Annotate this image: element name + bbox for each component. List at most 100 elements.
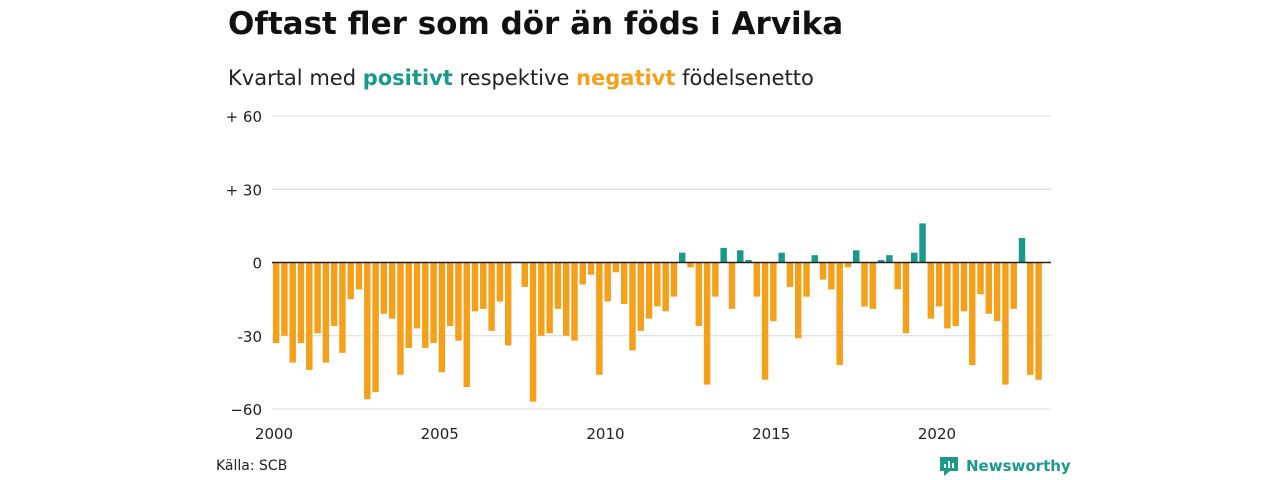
bar <box>960 262 968 312</box>
bar <box>861 262 868 307</box>
bar <box>538 262 545 336</box>
bar <box>413 262 421 329</box>
bar <box>446 262 454 326</box>
bar <box>364 262 371 400</box>
bar <box>877 260 885 263</box>
y-tick-label: + 30 <box>226 181 262 199</box>
bar <box>977 262 984 295</box>
bar <box>272 262 280 344</box>
bar <box>844 262 852 268</box>
bar <box>347 262 354 300</box>
bar <box>612 262 620 273</box>
bar <box>521 262 528 287</box>
chart-title: Oftast fler som dör än föds i Arvika <box>228 6 844 42</box>
bar <box>919 223 926 263</box>
bar <box>372 262 379 392</box>
bar <box>488 262 495 331</box>
bar <box>405 262 412 348</box>
y-tick-label: + 60 <box>226 108 262 126</box>
bar <box>604 262 611 302</box>
bar <box>355 262 363 290</box>
bar <box>554 262 562 309</box>
subtitle-negative: negativt <box>576 66 676 90</box>
bar <box>993 262 1001 322</box>
bar <box>745 260 752 263</box>
bar <box>869 262 877 309</box>
bar <box>388 262 396 319</box>
bar <box>828 262 835 290</box>
bar <box>438 262 446 373</box>
bar <box>753 262 761 297</box>
chart-subtitle: Kvartal med positivt respektive negativt… <box>228 66 814 90</box>
y-axis: + 60 + 30 0 -30 −60 <box>226 108 262 419</box>
bar <box>297 262 305 344</box>
subtitle-positive: positivt <box>362 66 453 90</box>
bar <box>480 262 487 309</box>
brand-name: Newsworthy <box>966 457 1071 475</box>
bar <box>281 262 288 336</box>
bar <box>786 262 794 287</box>
bar <box>463 262 470 388</box>
subtitle-suffix: födelsenetto <box>675 66 814 90</box>
bar <box>703 262 711 385</box>
newsworthy-logo-icon <box>940 457 958 476</box>
bar <box>720 247 727 263</box>
bar <box>654 262 661 307</box>
bar <box>712 262 719 297</box>
brand-logo: Newsworthy <box>938 455 1071 477</box>
y-tick-label: -30 <box>238 328 263 346</box>
x-tick-label: 2000 <box>255 425 293 443</box>
y-tick-label: 0 <box>252 255 262 273</box>
bar <box>678 252 686 263</box>
bar <box>1010 262 1017 309</box>
bar <box>306 262 313 370</box>
bar <box>471 262 479 312</box>
bar <box>911 252 918 263</box>
bar <box>645 262 653 319</box>
bar <box>927 262 935 319</box>
bar <box>886 255 893 263</box>
bar <box>803 262 810 297</box>
bars <box>272 223 1042 402</box>
bar <box>629 262 636 351</box>
bar <box>397 262 404 375</box>
bar <box>902 262 910 334</box>
bar <box>422 262 429 348</box>
bar <box>430 262 437 344</box>
bar <box>504 262 512 346</box>
bar <box>496 262 504 302</box>
bar <box>761 262 769 380</box>
bar <box>778 252 785 263</box>
x-tick-label: 2015 <box>752 425 790 443</box>
bar <box>952 262 959 326</box>
bar <box>562 262 570 336</box>
bar <box>1002 262 1009 385</box>
bar <box>546 262 553 334</box>
subtitle-middle: respektive <box>452 66 577 90</box>
bar <box>836 262 843 366</box>
bar <box>985 262 993 314</box>
bar <box>819 262 827 280</box>
bar <box>770 262 777 322</box>
bar <box>853 250 860 263</box>
bar <box>969 262 976 366</box>
x-tick-label: 2010 <box>586 425 624 443</box>
bar <box>571 262 578 341</box>
bar <box>944 262 951 329</box>
bar <box>894 262 901 290</box>
bar <box>455 262 462 341</box>
x-tick-label: 2005 <box>421 425 459 443</box>
bar <box>1018 238 1026 263</box>
x-tick-label: 2020 <box>918 425 956 443</box>
bar <box>795 262 802 339</box>
bar <box>330 262 338 326</box>
bar <box>529 262 537 402</box>
bar <box>579 262 587 285</box>
bar <box>314 262 321 334</box>
bar <box>1027 262 1034 375</box>
bar <box>637 262 645 331</box>
bar <box>1035 262 1042 380</box>
bar <box>695 262 703 326</box>
y-tick-label: −60 <box>230 401 262 419</box>
